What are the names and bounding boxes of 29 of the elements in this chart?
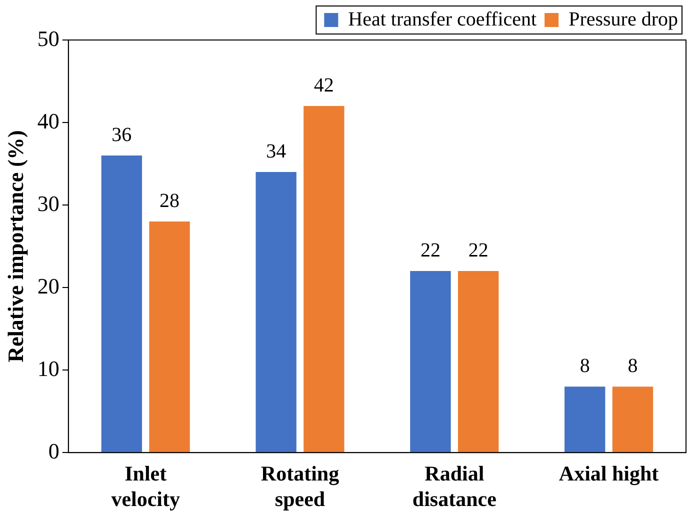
y-tick-label: 30: [37, 190, 60, 216]
y-tick-label: 50: [37, 26, 60, 51]
bar: [458, 271, 499, 452]
bar: [256, 172, 296, 452]
y-tick-label: 40: [37, 108, 60, 134]
x-tick-label: Axial hight: [558, 462, 659, 486]
bar: [101, 156, 142, 452]
x-tick-label: Radial disatance: [412, 462, 496, 511]
bar: [410, 271, 451, 452]
data-label: 36: [112, 124, 132, 146]
y-tick-label: 0: [48, 438, 60, 464]
x-tick-label: Inlet velocity: [111, 462, 180, 511]
data-label: 28: [160, 190, 180, 212]
legend-label: Pressure drop: [568, 8, 678, 30]
data-label: 22: [420, 239, 440, 262]
data-label: 34: [266, 140, 286, 162]
x-tick-label: Rotating speed: [260, 462, 340, 511]
y-axis-title: Relative importance (%): [2, 130, 28, 362]
data-label: 8: [628, 354, 638, 377]
data-label: 42: [314, 74, 334, 96]
bar: [149, 222, 190, 452]
data-label: 8: [580, 354, 590, 377]
data-label: 22: [468, 239, 488, 262]
y-tick-label: 20: [37, 273, 60, 298]
legend-label: Heat transfer coefficent: [348, 8, 538, 30]
y-tick-label: 10: [37, 356, 60, 381]
bar: [304, 106, 344, 452]
bar: [612, 386, 654, 452]
bar: [564, 386, 606, 452]
